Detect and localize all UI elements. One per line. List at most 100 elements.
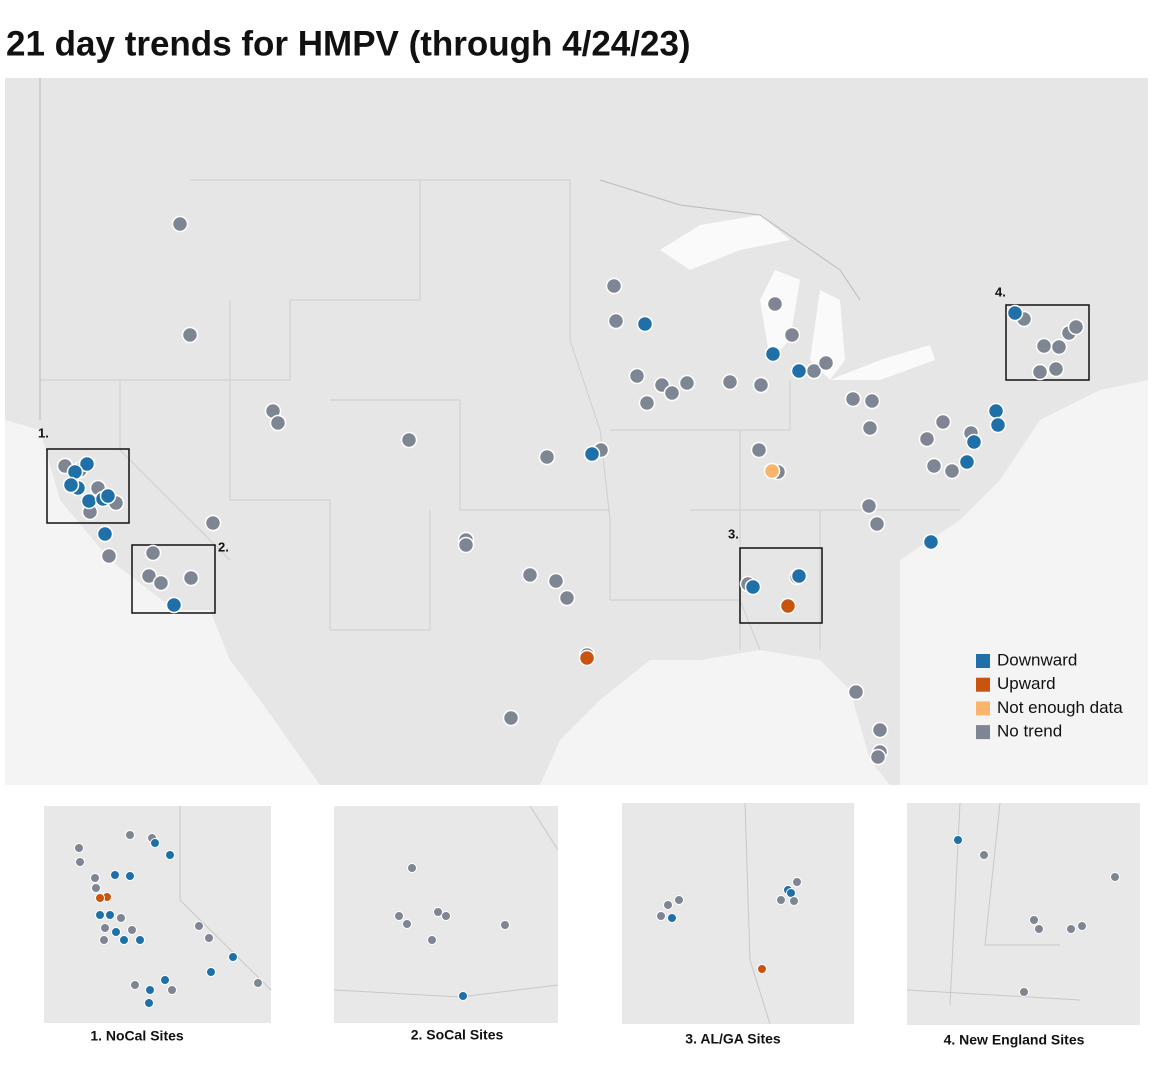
inset-site-marker <box>111 927 121 937</box>
inset-caption: 4. New England Sites <box>944 1032 1085 1048</box>
site-marker <box>790 567 808 585</box>
inset-site-marker <box>165 850 175 860</box>
site-marker <box>943 462 961 480</box>
inset-site-marker <box>663 900 673 910</box>
inset-site-marker <box>1029 915 1039 925</box>
site-marker <box>1006 304 1024 322</box>
inset-site-marker <box>1110 872 1120 882</box>
site-marker <box>844 390 862 408</box>
site-marker <box>182 569 200 587</box>
site-marker <box>636 315 654 333</box>
site-marker <box>96 525 114 543</box>
inset-site-marker <box>953 835 963 845</box>
site-marker <box>400 431 418 449</box>
site-marker <box>918 430 936 448</box>
site-marker <box>987 402 1005 420</box>
site-marker <box>269 414 287 432</box>
inset-site-marker <box>204 933 214 943</box>
site-marker <box>62 476 80 494</box>
inset-site-marker <box>674 895 684 905</box>
inset-site-marker <box>433 907 443 917</box>
inset-caption: 3. AL/GA Sites <box>685 1031 781 1047</box>
site-marker <box>140 567 158 585</box>
legend-swatch <box>976 654 990 668</box>
site-marker <box>457 536 475 554</box>
inset-site-marker <box>441 911 451 921</box>
inset-site-marker <box>228 952 238 962</box>
site-marker <box>783 326 801 344</box>
site-marker <box>779 597 797 615</box>
site-marker <box>558 589 576 607</box>
inset-site-marker <box>125 871 135 881</box>
inset-site-marker <box>116 913 126 923</box>
inset-site-marker <box>667 913 677 923</box>
site-marker <box>165 596 183 614</box>
inset-site-marker <box>1019 987 1029 997</box>
site-marker <box>638 394 656 412</box>
inset-site-marker <box>100 923 110 933</box>
legend-label: Upward <box>997 674 1056 693</box>
inset-site-marker <box>130 980 140 990</box>
insets <box>44 802 1140 1025</box>
title: 21 day trends for HMPV (through 4/24/23) <box>6 24 691 63</box>
inset-site-marker <box>127 925 137 935</box>
site-marker <box>790 362 808 380</box>
site-marker <box>752 376 770 394</box>
site-marker <box>605 277 623 295</box>
inset-site-marker <box>792 877 802 887</box>
site-marker <box>1047 360 1065 378</box>
site-marker <box>868 515 886 533</box>
site-marker <box>750 441 768 459</box>
site-marker <box>817 354 835 372</box>
inset-site-marker <box>91 883 101 893</box>
inset-site-marker <box>757 964 767 974</box>
site-marker <box>80 492 98 510</box>
site-marker <box>764 345 782 363</box>
inset-site-marker <box>160 975 170 985</box>
region-label: 1. <box>38 425 49 440</box>
legend-swatch <box>976 677 990 692</box>
inset-site-marker <box>119 935 129 945</box>
site-marker <box>607 312 625 330</box>
region-boxes <box>46 304 1090 624</box>
site-marker <box>922 533 940 551</box>
site-marker <box>721 373 739 391</box>
inset-site-marker <box>979 850 989 860</box>
site-marker <box>521 566 539 584</box>
inset-caption: 1. NoCal Sites <box>90 1028 184 1044</box>
site-marker <box>538 448 556 466</box>
site-marker <box>578 649 596 667</box>
site-marker <box>965 433 983 451</box>
inset-site-marker <box>150 838 160 848</box>
inset-site-marker <box>776 895 786 905</box>
region-label: 3. <box>728 526 739 541</box>
inset-site-marker <box>105 910 115 920</box>
inset-site-marker <box>500 920 510 930</box>
site-marker <box>763 462 781 480</box>
site-marker <box>78 455 96 473</box>
site-marker <box>144 544 162 562</box>
site-marker <box>100 547 118 565</box>
site-marker <box>934 413 952 431</box>
site-marker <box>152 574 170 592</box>
site-marker <box>583 445 601 463</box>
inset-site-marker <box>194 921 204 931</box>
inset-caption: 2. SoCal Sites <box>411 1027 504 1043</box>
inset-site-marker <box>95 910 105 920</box>
site-marker <box>863 392 881 410</box>
site-marker <box>869 748 887 766</box>
inset-site-marker <box>1034 924 1044 934</box>
inset-site-marker <box>95 893 105 903</box>
site-marker <box>171 215 189 233</box>
inset-site-marker <box>402 919 412 929</box>
site-marker <box>502 709 520 727</box>
legend-swatch <box>976 701 990 716</box>
legend-label: Downward <box>997 650 1077 669</box>
inset-site-marker <box>74 843 84 853</box>
inset-site-marker <box>458 991 468 1001</box>
inset-site-marker <box>167 985 177 995</box>
inset-site-marker <box>135 935 145 945</box>
site-marker <box>1050 338 1068 356</box>
site-marker <box>989 416 1007 434</box>
